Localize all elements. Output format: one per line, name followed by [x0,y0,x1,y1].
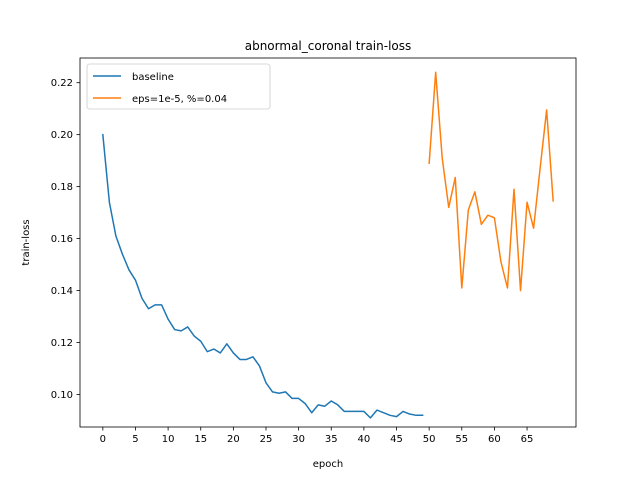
x-tick-label: 0 [100,434,106,445]
plot-area [102,71,554,419]
x-tick-label: 20 [227,434,240,445]
axes-frame [79,57,577,428]
x-axis-label: epoch [313,459,343,470]
legend-label: eps=1e-5, %=0.04 [132,94,227,105]
y-tick-label: 0.12 [51,338,73,349]
y-tick-label: 0.14 [51,286,73,297]
x-tick-label: 65 [521,434,534,445]
series-line-0 [102,133,424,419]
chart-title: abnormal_coronal train-loss [245,39,412,53]
x-tick-label: 30 [292,434,305,445]
legend: baseline eps=1e-5, %=0.04 [86,63,271,110]
x-tick-label: 60 [488,434,501,445]
x-tick-label: 45 [390,434,403,445]
x-tick-label: 15 [194,434,207,445]
x-tick-label: 35 [325,434,338,445]
x-tick-label: 55 [455,434,468,445]
x-tick-label: 25 [260,434,273,445]
x-tick-label: 50 [423,434,436,445]
x-tick-label: 5 [132,434,138,445]
y-tick-label: 0.16 [51,234,73,245]
x-tick-label: 40 [358,434,371,445]
y-axis-label: train-loss [21,219,32,265]
x-tick-label: 10 [162,434,175,445]
y-tick-label: 0.22 [51,78,73,89]
y-axis-ticks: 0.10 0.12 0.14 0.16 0.18 0.20 0.22 [51,78,80,401]
y-tick-label: 0.18 [51,182,73,193]
y-tick-label: 0.10 [51,390,73,401]
x-axis-ticks: 0 5 10 15 20 25 30 35 40 45 50 55 60 65 [100,427,534,445]
series-lines [102,71,554,419]
y-tick-label: 0.20 [51,130,73,141]
legend-box [86,63,271,110]
legend-label: baseline [132,72,174,83]
series-line-1 [428,71,554,292]
